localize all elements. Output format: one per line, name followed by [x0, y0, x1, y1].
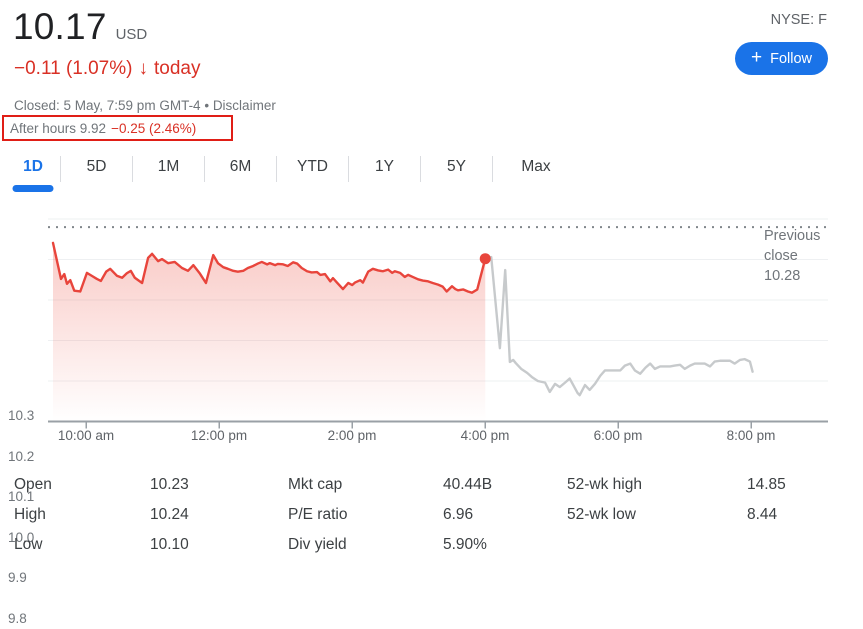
tab-5y[interactable]: 5Y: [421, 151, 492, 193]
tab-5d[interactable]: 5D: [61, 151, 132, 193]
tab-6m-label: 6M: [229, 158, 252, 175]
price-line-market-hours: [51, 241, 487, 294]
stats-column-valuation: Mkt cap 40.44B P/E ratio 6.96 Div yield 5.9…: [288, 476, 492, 554]
market-status-text: Closed: 5 May, 7:59 pm GMT-4 •: [14, 98, 210, 113]
price-chart-canvas[interactable]: [0, 198, 863, 468]
stat-label: Div yield: [288, 536, 347, 553]
stat-label: P/E ratio: [288, 506, 348, 523]
stat-value: 10.10: [150, 536, 189, 553]
stat-row: Low 10.10: [14, 536, 189, 554]
previous-close-value: 10.28: [764, 268, 801, 284]
tab-1m[interactable]: 1M: [133, 151, 204, 193]
stat-label: Low: [14, 536, 43, 553]
tab-1d[interactable]: 1D: [6, 151, 60, 193]
tab-6m[interactable]: 6M: [205, 151, 276, 193]
stat-row: 52-wk low 8.44: [567, 506, 786, 524]
follow-button[interactable]: + Follow: [735, 42, 828, 75]
intraday-price-chart[interactable]: 10.3 10.2 10.1 10.0 9.9 9.8 10:00 am 12:…: [0, 198, 863, 626]
tab-divider: [204, 156, 205, 182]
tab-1y-label: 1Y: [375, 158, 394, 175]
tab-divider: [60, 156, 61, 182]
tab-divider: [492, 156, 493, 182]
stat-row: Mkt cap 40.44B: [288, 476, 492, 494]
x-axis-tick-label: 2:00 pm: [327, 428, 377, 443]
previous-close-annotation: Previous close 10.28: [764, 226, 832, 286]
stat-row: Div yield 5.90%: [288, 536, 492, 554]
stat-row: P/E ratio 6.96: [288, 506, 492, 524]
stat-value: 14.85: [747, 476, 786, 493]
price-line-after-hours: [484, 255, 754, 397]
price-change-row: −0.11 (1.07%) ↓ today: [14, 58, 200, 80]
y-axis-tick-label: 10.3: [8, 408, 35, 423]
stat-value: 8.44: [747, 506, 778, 523]
stat-label: 52-wk high: [567, 476, 642, 493]
market-status-line: Closed: 5 May, 7:59 pm GMT-4 • Disclaime…: [14, 98, 276, 113]
stat-value: 5.90%: [443, 536, 487, 553]
last-price-dot: [479, 253, 491, 265]
tab-max-label: Max: [521, 158, 551, 175]
follow-button-label: Follow: [770, 50, 812, 67]
y-axis-tick-label: 9.9: [8, 570, 27, 585]
tab-divider: [276, 156, 277, 182]
tab-divider: [132, 156, 133, 182]
stat-value: 40.44B: [443, 476, 493, 493]
x-axis-tick-label: 8:00 pm: [726, 428, 776, 443]
stat-value: 10.24: [150, 506, 189, 523]
change-value: −0.11 (1.07%): [14, 58, 133, 79]
tab-5y-label: 5Y: [447, 158, 466, 175]
stat-value: 10.23: [150, 476, 189, 493]
stats-column-52wk: 52-wk high 14.85 52-wk low 8.44: [567, 476, 786, 524]
after-hours-annotation-box: After hours 9.92 −0.25 (2.46%): [2, 115, 233, 141]
tab-max[interactable]: Max: [493, 151, 579, 193]
stat-row: Open 10.23: [14, 476, 189, 494]
time-range-tabs: 1D 5D 1M 6M YTD 1Y 5Y Max: [6, 151, 579, 193]
price-area-fill: [53, 242, 486, 422]
tab-divider: [348, 156, 349, 182]
stat-label: 52-wk low: [567, 506, 636, 523]
tab-5d-label: 5D: [86, 158, 107, 175]
y-axis-tick-label: 10.1: [8, 489, 35, 504]
y-axis-tick-label: 10.0: [8, 530, 35, 545]
tab-1m-label: 1M: [157, 158, 180, 175]
tab-1d-label: 1D: [23, 158, 43, 175]
tab-ytd-label: YTD: [297, 158, 328, 175]
y-axis-tick-label: 10.2: [8, 449, 35, 464]
x-axis-tick-label: 6:00 pm: [593, 428, 643, 443]
previous-close-label: Previous close: [764, 228, 821, 264]
stat-label: Mkt cap: [288, 476, 343, 493]
y-axis-tick-label: 9.8: [8, 611, 27, 626]
currency-label: USD: [115, 26, 148, 43]
stat-row: High 10.24: [14, 506, 189, 524]
price-header: 10.17 USD: [13, 6, 147, 48]
tab-ytd[interactable]: YTD: [277, 151, 348, 193]
stat-label: High: [14, 506, 46, 523]
stat-value: 6.96: [443, 506, 474, 523]
x-axis-tick-label: 10:00 am: [57, 428, 115, 443]
plus-icon: +: [750, 47, 763, 68]
stats-column-price: Open 10.23 High 10.24 Low 10.10: [14, 476, 189, 554]
disclaimer-link[interactable]: Disclaimer: [212, 98, 276, 113]
after-hours-price: After hours 9.92: [10, 120, 107, 136]
tab-divider: [420, 156, 421, 182]
exchange-ticker-label: NYSE: F: [770, 12, 827, 28]
arrow-down-icon: ↓: [138, 58, 148, 79]
price-value: 10.17: [13, 6, 107, 47]
after-hours-change: −0.25 (2.46%): [111, 120, 197, 136]
stat-label: Open: [14, 476, 52, 493]
tab-1y[interactable]: 1Y: [349, 151, 420, 193]
x-axis-tick-label: 12:00 pm: [190, 428, 248, 443]
x-axis-tick-label: 4:00 pm: [460, 428, 510, 443]
active-tab-underline: [12, 185, 54, 192]
stat-row: 52-wk high 14.85: [567, 476, 786, 494]
change-period: today: [153, 58, 201, 79]
